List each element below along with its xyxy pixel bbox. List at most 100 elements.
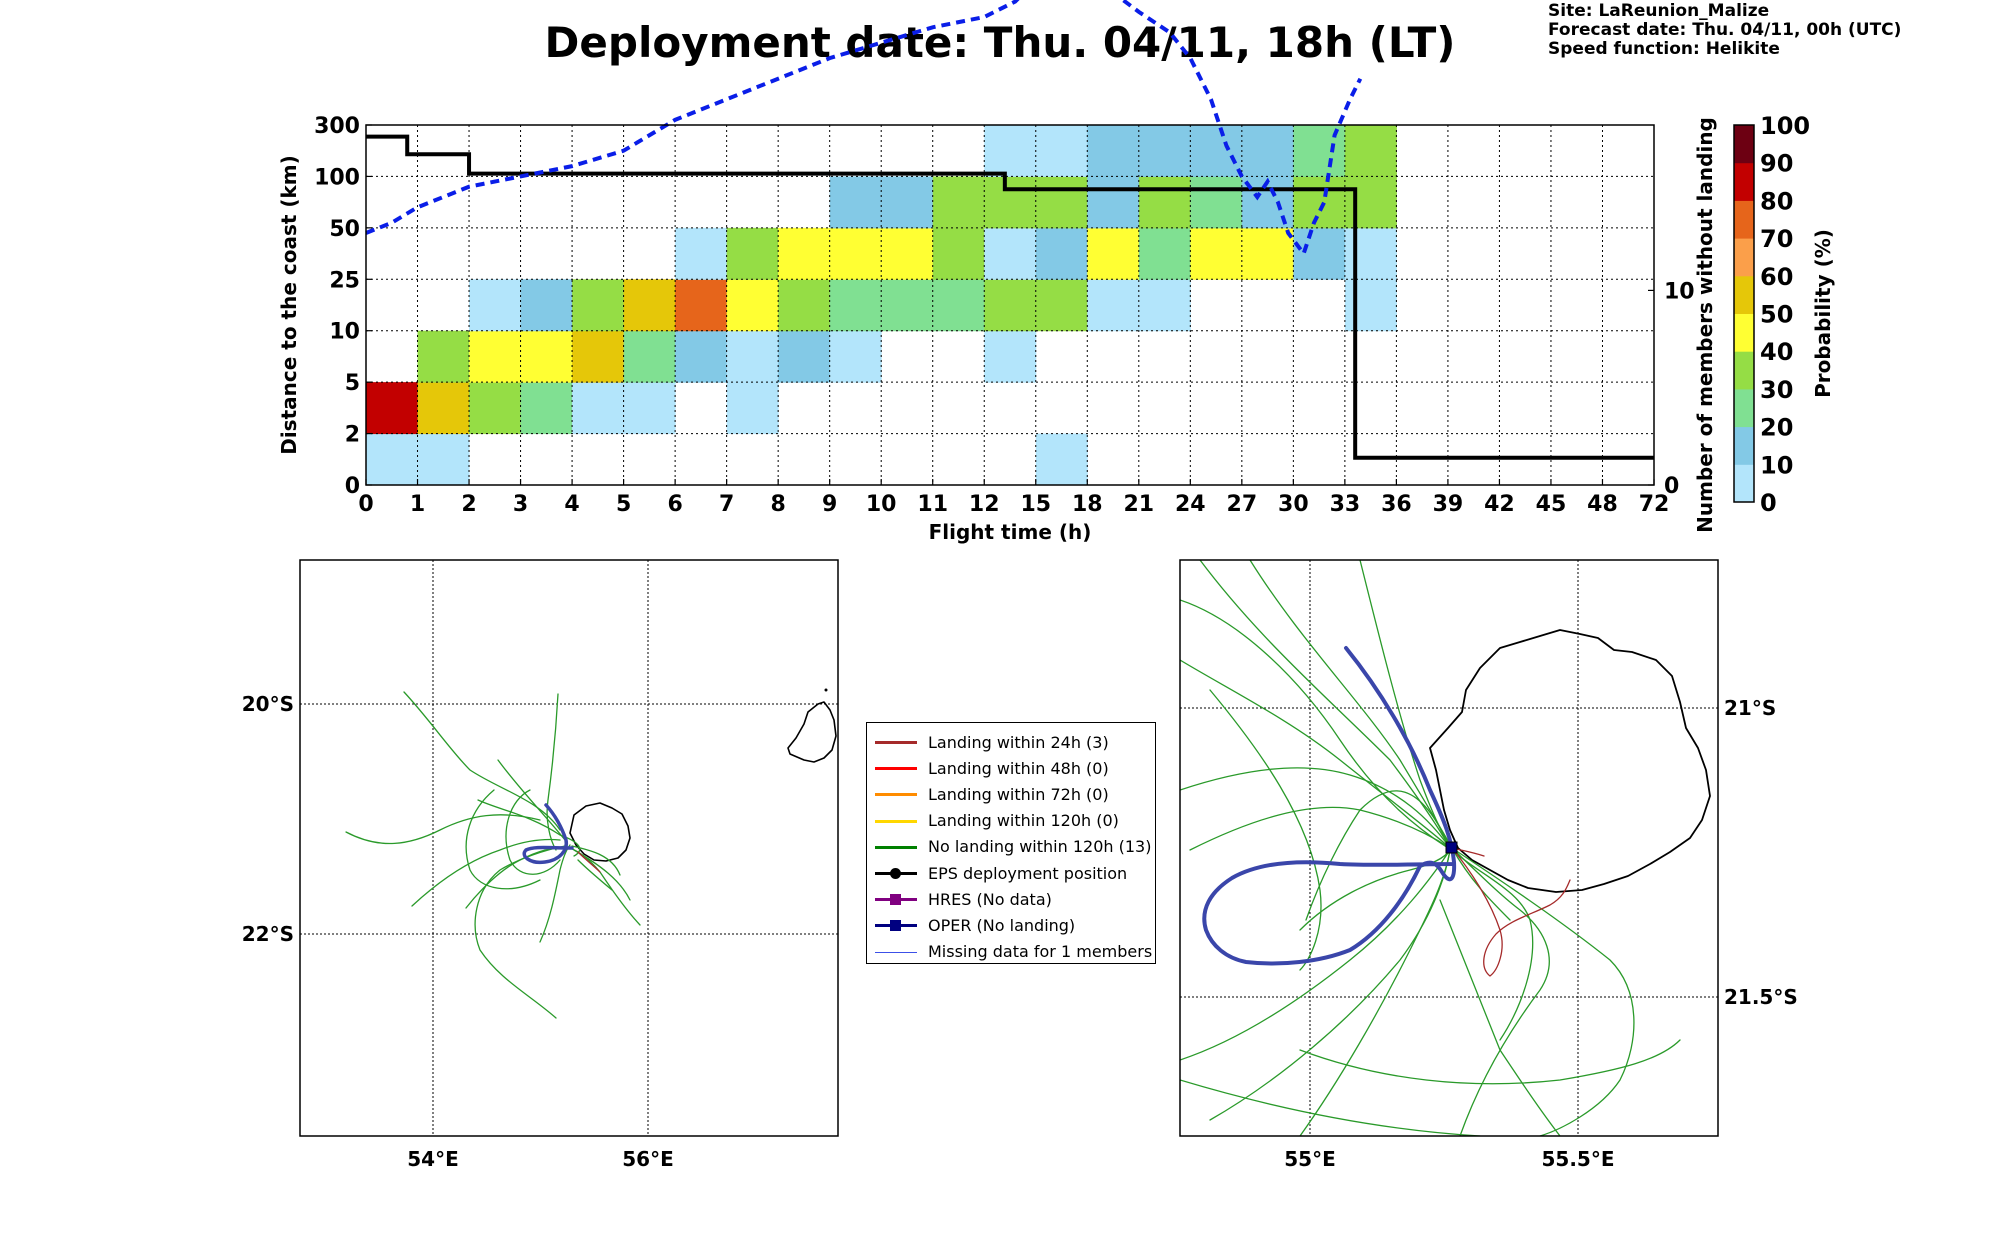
green-trajectory [345, 814, 541, 845]
heatmap-cell [572, 382, 625, 435]
legend-item: Missing data for 1 members [875, 939, 1152, 965]
colorbar-segment [1734, 388, 1754, 428]
y-tick-label: 5 [345, 371, 360, 396]
y2-tick-label: 0 [1664, 474, 1679, 499]
heatmap-cell [1344, 176, 1397, 229]
heatmap-cell [1190, 227, 1243, 280]
heatmap-cell [1035, 433, 1088, 486]
x-tick-label: 27 [1227, 492, 1258, 517]
heatmap-cell [1344, 125, 1397, 177]
colorbar-segment [1734, 426, 1754, 465]
x-tick-label: 0 [358, 492, 373, 517]
green-trajectory [1209, 849, 1451, 1121]
heatmap-cell [623, 279, 676, 332]
green-trajectory [505, 789, 561, 875]
legend-label: Landing within 48h (0) [928, 758, 1109, 778]
legend-item: Landing within 24h (3) [875, 729, 1147, 755]
heatmap-cell [1035, 279, 1088, 332]
heatmap-cell [1087, 279, 1140, 332]
heatmap-cell [572, 330, 625, 383]
heatmap-cell [1190, 176, 1243, 229]
green-trajectory [1180, 767, 1451, 849]
map-lat-label: 22°S [242, 922, 294, 946]
green-trajectory [1451, 847, 1550, 1136]
heatmap-cell [726, 330, 779, 383]
heatmap-cell [675, 279, 728, 332]
legend-label: Landing within 120h (0) [928, 811, 1119, 831]
island-dot [824, 688, 828, 692]
map-zoom: 55°E 55.5°E 21°S 21.5°S [1179, 559, 1798, 1171]
green-trajectory [569, 847, 641, 926]
x-axis-label: Flight time (h) [929, 520, 1092, 544]
green-trajectory [546, 693, 559, 851]
heatmap-cell [829, 279, 882, 332]
legend-swatch [875, 840, 917, 854]
heatmap-cell [1138, 125, 1191, 177]
site-info: Site: LaReunion_Malize Forecast date: Th… [1548, 2, 1901, 59]
map-lat-label: 21.5°S [1724, 985, 1798, 1009]
x-tick-label: 5 [616, 492, 631, 517]
heatmap-cell [675, 227, 728, 280]
green-trajectory [571, 845, 621, 876]
brown-trajectory [577, 851, 601, 873]
x-tick-label: 2 [461, 492, 476, 517]
x-tick-label: 48 [1587, 492, 1618, 517]
legend-swatch [875, 945, 917, 959]
colorbar-segment [1734, 275, 1754, 314]
green-trajectory [411, 838, 561, 907]
heatmap-cell [984, 330, 1037, 383]
heatmap-cell [1293, 176, 1346, 229]
heatmap-cell [1344, 227, 1397, 280]
x-tick-label: 6 [667, 492, 682, 517]
heatmap-cell [726, 382, 779, 435]
green-trajectory [1180, 659, 1451, 849]
x-tick-label: 10 [866, 492, 897, 517]
x-tick-label: 18 [1072, 492, 1103, 517]
green-trajectory [1299, 849, 1451, 931]
map-frame [1179, 559, 1719, 1137]
legend-item: Landing within 72h (0) [875, 781, 1147, 807]
x-tick-label: 45 [1536, 492, 1567, 517]
green-trajectory [497, 759, 566, 841]
colorbar-tick-label: 100 [1760, 112, 1810, 140]
heatmap-cell [1087, 176, 1140, 229]
heatmap-cell [469, 330, 522, 383]
heatmap-cell [469, 382, 522, 435]
heatmap-cell [1138, 227, 1191, 280]
x-tick-label: 72 [1639, 492, 1670, 517]
heatmap-cell [778, 279, 831, 332]
heatmap-cell [1190, 125, 1243, 177]
colorbar-tick-label: 50 [1760, 301, 1793, 329]
page-title: Deployment date: Thu. 04/11, 18h (LT) [544, 18, 1456, 67]
site-info-forecast: Forecast date: Thu. 04/11, 00h (UTC) [1548, 20, 1902, 40]
legend-label: EPS deployment position [928, 863, 1128, 883]
y-tick-label: 2 [345, 423, 360, 448]
heatmap-cell [1138, 176, 1191, 229]
legend-item: Landing within 120h (0) [875, 808, 1147, 834]
green-trajectory [1299, 849, 1451, 1136]
colorbar-tick-label: 70 [1760, 225, 1793, 253]
members-without-landing-line [366, 134, 1654, 460]
heatmap-cell [1138, 279, 1191, 332]
legend-swatch [875, 918, 917, 932]
x-tick-label: 33 [1330, 492, 1361, 517]
green-trajectory [1189, 806, 1451, 851]
heatmap-cell [932, 279, 985, 332]
colorbar-tick-label: 40 [1760, 338, 1793, 366]
x-tick-label: 15 [1020, 492, 1051, 517]
legend-swatch [875, 814, 917, 828]
heatmap-cell [726, 227, 779, 280]
colorbar-tick-label: 0 [1760, 489, 1777, 517]
green-trajectory [1451, 847, 1635, 1136]
colorbar-tick-label: 60 [1760, 263, 1793, 291]
y2-tick-label: 10 [1664, 279, 1695, 304]
map-lat-label: 21°S [1724, 696, 1776, 720]
green-trajectory [1180, 1079, 1481, 1136]
x-tick-label: 24 [1175, 492, 1206, 517]
colorbar-tick-label: 10 [1760, 451, 1793, 479]
oper-trajectory [522, 803, 574, 865]
x-tick-label: 11 [917, 492, 948, 517]
heatmap-cell [1035, 176, 1088, 229]
colorbar-segment [1734, 351, 1754, 390]
